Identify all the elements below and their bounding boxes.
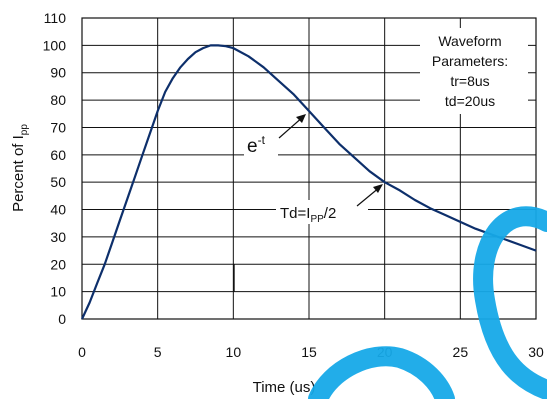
parameters-box-frame <box>420 28 528 114</box>
exp-annotation: e-t <box>244 114 306 158</box>
watermark-stroke-2 <box>308 346 455 399</box>
x-tick-labels: 0 5 10 15 20 25 30 <box>78 344 544 360</box>
x-tick-label: 15 <box>301 344 317 360</box>
y-tick-label: 100 <box>43 37 67 53</box>
parameters-line-1: Waveform <box>438 33 501 49</box>
x-tick-label: 30 <box>528 344 544 360</box>
parameters-line-3: tr=8us <box>450 73 489 89</box>
exp-annotation-arrowhead <box>296 114 306 123</box>
parameters-box: Waveform Parameters: tr=8us td=20us <box>420 28 528 114</box>
y-tick-labels: 0 10 20 30 40 50 60 70 80 90 100 110 <box>43 10 67 327</box>
y-tick-label: 90 <box>50 65 66 81</box>
td-annotation: Td=IPP/2 <box>276 184 383 225</box>
watermark-stroke-1 <box>473 206 547 399</box>
exp-annotation-label: e-t <box>247 133 266 157</box>
x-tick-label: 10 <box>226 344 242 360</box>
y-tick-label: 20 <box>50 256 66 272</box>
exp-annotation-bg <box>244 128 278 158</box>
x-tick-label: 25 <box>453 344 469 360</box>
parameters-line-2: Parameters: <box>432 53 508 69</box>
plot-area-border <box>81 17 537 320</box>
td-annotation-label: Td=IPP/2 <box>280 205 336 225</box>
y-tick-label: 70 <box>50 119 66 135</box>
y-tick-label: 110 <box>44 10 67 26</box>
y-axis-label: Percent of Ipp <box>10 124 30 212</box>
watermark-graphic <box>308 206 547 399</box>
y-tick-label: 40 <box>50 202 66 218</box>
waveform-line <box>81 44 537 320</box>
td-annotation-arrowhead <box>373 184 383 193</box>
parameters-line-4: td=20us <box>445 93 495 109</box>
x-tick-label: 5 <box>154 344 162 360</box>
td-annotation-bg <box>276 200 368 224</box>
x-axis-label: Time (us) <box>253 379 316 396</box>
y-tick-label: 80 <box>50 92 66 108</box>
y-tick-label: 30 <box>50 229 66 245</box>
x-tick-label: 0 <box>78 344 86 360</box>
y-tick-label: 0 <box>58 311 66 327</box>
y-tick-label: 60 <box>50 147 66 163</box>
y-tick-label: 10 <box>50 284 66 300</box>
y-tick-label: 50 <box>50 174 66 190</box>
gridlines <box>82 18 536 319</box>
